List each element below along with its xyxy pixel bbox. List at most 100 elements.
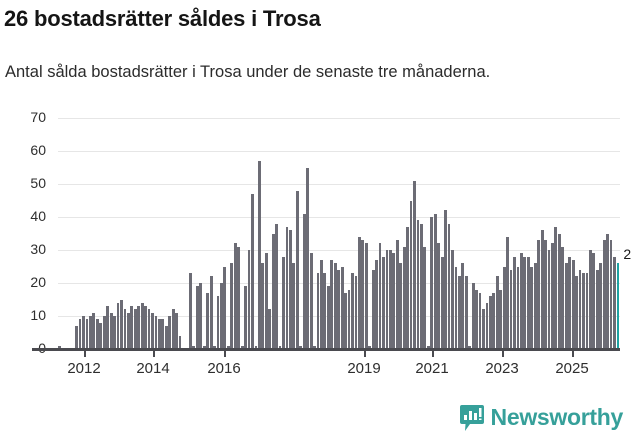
bar	[499, 289, 503, 349]
x-tick-label: 2023	[485, 360, 519, 377]
x-tick	[502, 351, 504, 357]
bar	[606, 233, 610, 349]
bar	[147, 309, 151, 349]
bar	[95, 319, 99, 349]
bar	[261, 263, 265, 349]
x-tick	[364, 351, 366, 357]
bar	[571, 259, 575, 349]
bar	[213, 345, 216, 349]
bar	[399, 263, 403, 349]
bar	[144, 306, 147, 349]
bar	[302, 213, 306, 349]
bar	[326, 286, 330, 349]
bar	[237, 246, 241, 349]
page-subtitle: Antal sålda bostadsrätter i Trosa under …	[5, 63, 491, 81]
bar	[451, 250, 454, 349]
bar	[533, 263, 537, 349]
bar	[416, 220, 420, 349]
bar	[271, 233, 275, 349]
bar	[320, 259, 323, 349]
bar	[220, 283, 223, 349]
bar	[471, 283, 475, 349]
bar	[388, 250, 392, 349]
highlight-value-label: 26	[621, 246, 631, 263]
bar	[609, 240, 613, 349]
bar	[92, 312, 96, 349]
chart-plot-area	[58, 118, 620, 349]
bar	[454, 266, 458, 349]
y-tick-label: 50	[30, 175, 46, 191]
bar	[116, 302, 120, 349]
x-tick	[432, 351, 434, 357]
bar	[216, 296, 220, 349]
bar-highlighted	[616, 263, 620, 349]
bar	[330, 259, 334, 349]
bar	[378, 243, 382, 349]
bar	[233, 243, 237, 349]
bar	[464, 276, 468, 349]
bar	[133, 309, 137, 349]
bar	[247, 250, 251, 349]
bar	[78, 319, 82, 349]
bar	[475, 289, 478, 349]
bar	[109, 312, 113, 349]
bar	[161, 319, 165, 349]
bar	[595, 269, 599, 349]
bar	[582, 273, 585, 349]
bar	[357, 236, 361, 349]
bar	[547, 250, 551, 349]
bar	[602, 240, 606, 349]
bar	[337, 269, 341, 349]
bar	[333, 263, 337, 349]
grid-line	[58, 151, 620, 152]
bar	[168, 316, 172, 349]
x-tick-label: 2014	[136, 360, 170, 377]
bar	[406, 226, 410, 349]
bar	[151, 312, 154, 349]
bar	[85, 319, 89, 349]
bar	[402, 246, 406, 349]
x-tick-label: 2012	[67, 360, 101, 377]
y-tick-label: 40	[30, 208, 46, 224]
bar	[278, 345, 282, 349]
x-tick-label: 2019	[347, 360, 381, 377]
bar	[295, 190, 299, 349]
grid-line	[58, 217, 620, 218]
bar	[440, 256, 444, 349]
y-tick-label: 70	[30, 109, 46, 125]
bar	[447, 223, 451, 349]
bar	[244, 286, 247, 349]
bar	[564, 263, 568, 349]
bar	[340, 266, 344, 349]
bar	[175, 312, 179, 349]
bar	[461, 263, 465, 349]
bar	[395, 240, 399, 349]
bar	[492, 292, 496, 349]
bar	[433, 213, 437, 349]
bar	[364, 243, 368, 349]
y-tick-label: 20	[30, 274, 46, 290]
bar	[58, 345, 61, 349]
bar	[599, 263, 603, 349]
bar	[426, 345, 430, 349]
bar	[157, 319, 161, 349]
bar	[351, 273, 354, 349]
bar	[106, 306, 110, 349]
bar	[423, 246, 427, 349]
bar	[223, 266, 227, 349]
bar	[568, 256, 572, 349]
newsworthy-logo[interactable]: Newsworthy	[459, 404, 623, 431]
bar	[164, 325, 168, 349]
bar	[495, 276, 499, 349]
bar	[344, 292, 347, 349]
bar	[544, 240, 547, 349]
bar	[530, 266, 534, 349]
bar	[520, 253, 523, 349]
bar	[526, 256, 530, 349]
bar	[292, 263, 296, 349]
bar	[537, 240, 541, 349]
bar	[240, 345, 244, 349]
bar	[561, 246, 565, 349]
bar	[361, 240, 365, 349]
bar	[299, 345, 303, 349]
